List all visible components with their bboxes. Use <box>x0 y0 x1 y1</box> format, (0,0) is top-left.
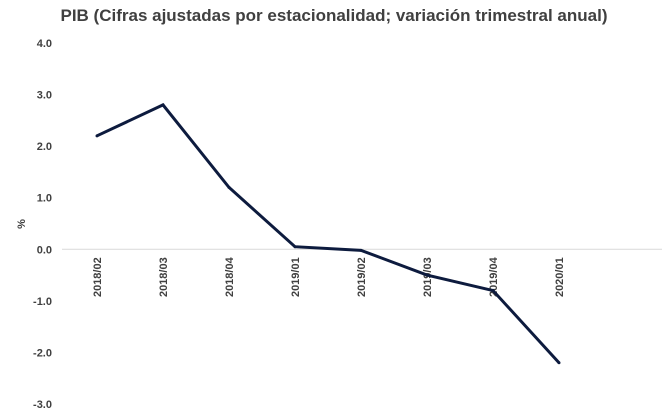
x-tick-label: 2020/01 <box>554 257 566 297</box>
y-tick-label: -2.0 <box>33 347 52 359</box>
x-tick-label: 2018/03 <box>158 257 170 297</box>
x-tick-label: 2019/03 <box>422 257 434 297</box>
x-tick-label: 2019/04 <box>488 256 500 297</box>
x-tick-label: 2019/01 <box>290 257 302 297</box>
y-tick-label: 3.0 <box>37 90 52 102</box>
y-tick-label: 0.0 <box>37 244 52 256</box>
data-point <box>359 248 363 252</box>
data-point <box>557 361 561 365</box>
x-axis: 2018/02 2018/03 2018/04 2019/01 2019/02 2019/… <box>92 256 566 297</box>
data-point <box>95 134 99 138</box>
data-point <box>491 289 495 293</box>
y-axis: 4.0 3.0 2.0 1.0 0.0 -1.0 -2.0 -3.0 <box>33 38 52 411</box>
y-tick-label: 4.0 <box>37 38 52 50</box>
y-axis-label: % <box>16 219 28 229</box>
data-point <box>425 273 429 277</box>
x-tick-label: 2018/02 <box>92 257 104 297</box>
y-tick-label: 1.0 <box>37 193 52 205</box>
y-tick-label: 2.0 <box>37 141 52 153</box>
y-tick-label: -3.0 <box>33 399 52 411</box>
y-tick-label: -1.0 <box>33 296 52 308</box>
x-tick-label: 2018/04 <box>224 256 236 297</box>
data-point <box>293 245 297 249</box>
x-tick-label: 2019/02 <box>356 257 368 297</box>
data-points <box>95 103 561 365</box>
data-point <box>227 185 231 189</box>
data-point <box>161 103 165 107</box>
series-line <box>96 103 561 364</box>
chart-title: PIB (Cifras ajustadas por estacionalidad… <box>60 6 608 25</box>
